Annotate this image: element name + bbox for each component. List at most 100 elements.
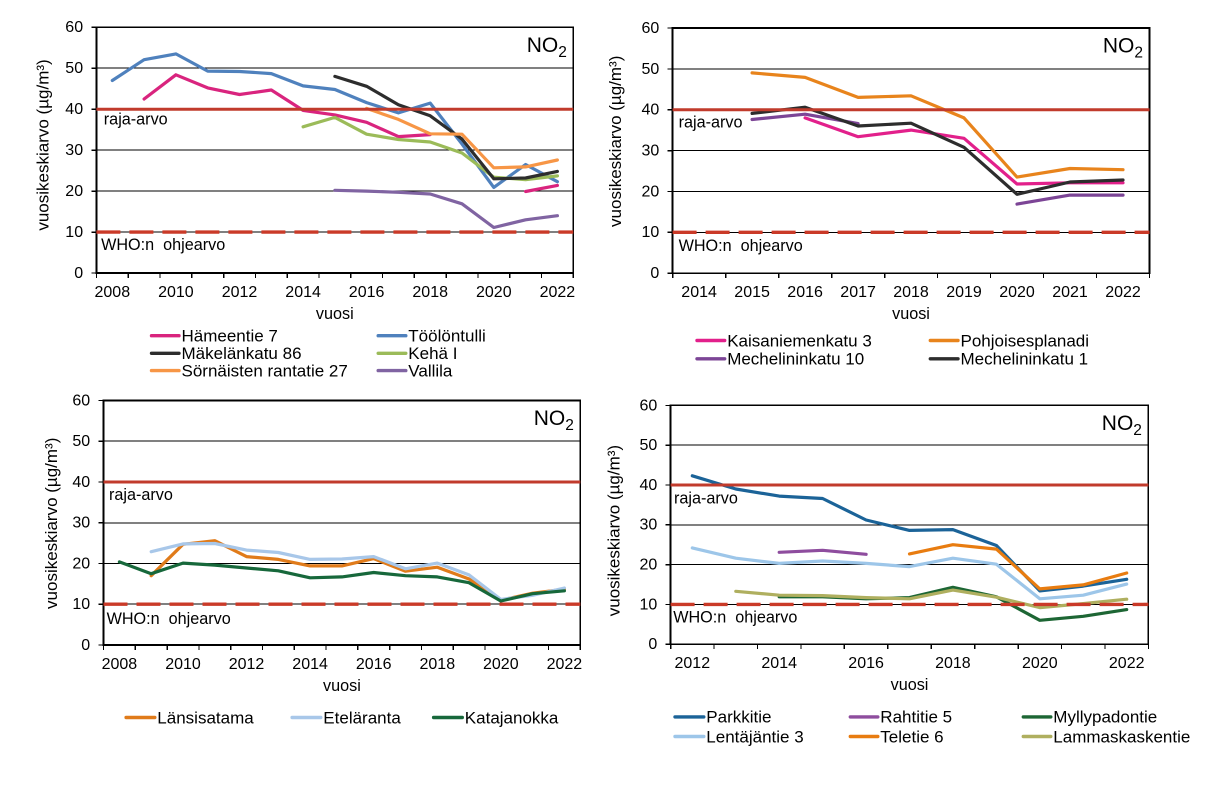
svg-text:2020: 2020 xyxy=(999,284,1035,301)
svg-text:2022: 2022 xyxy=(547,656,583,673)
svg-text:10: 10 xyxy=(642,224,660,241)
svg-text:raja-arvo: raja-arvo xyxy=(104,111,168,129)
svg-text:2017: 2017 xyxy=(840,284,876,301)
svg-text:20: 20 xyxy=(640,557,658,574)
svg-text:vuosikeskiarvo (µg/m³): vuosikeskiarvo (µg/m³) xyxy=(34,59,53,230)
svg-text:2: 2 xyxy=(1133,422,1142,439)
svg-text:vuosi: vuosi xyxy=(316,305,354,323)
svg-text:2016: 2016 xyxy=(349,284,385,301)
svg-text:2014: 2014 xyxy=(761,655,797,672)
svg-text:2018: 2018 xyxy=(935,655,971,672)
svg-text:2008: 2008 xyxy=(95,284,131,301)
svg-text:2: 2 xyxy=(1134,45,1143,62)
svg-text:30: 30 xyxy=(72,515,90,532)
svg-text:2022: 2022 xyxy=(540,284,576,301)
svg-text:Teletie 6: Teletie 6 xyxy=(880,727,943,746)
svg-text:20: 20 xyxy=(642,183,660,200)
svg-text:WHO:n ohjearvo: WHO:n ohjearvo xyxy=(107,610,231,628)
svg-text:2020: 2020 xyxy=(476,284,512,301)
svg-text:Mechelininkatu 1: Mechelininkatu 1 xyxy=(961,350,1089,369)
svg-text:Pohjoisesplanadi: Pohjoisesplanadi xyxy=(961,331,1090,350)
svg-text:2: 2 xyxy=(565,417,574,434)
svg-text:Mechelininkatu 10: Mechelininkatu 10 xyxy=(727,350,864,369)
svg-text:raja-arvo: raja-arvo xyxy=(109,486,173,504)
svg-text:40: 40 xyxy=(65,101,83,118)
svg-text:Kaisaniemenkatu 3: Kaisaniemenkatu 3 xyxy=(727,331,872,350)
svg-text:NO: NO xyxy=(1102,412,1134,435)
svg-text:30: 30 xyxy=(65,142,83,159)
svg-text:0: 0 xyxy=(74,265,83,282)
svg-text:0: 0 xyxy=(650,265,659,282)
svg-text:60: 60 xyxy=(72,392,90,409)
svg-text:2016: 2016 xyxy=(356,656,392,673)
svg-text:2021: 2021 xyxy=(1052,284,1088,301)
svg-text:2012: 2012 xyxy=(675,655,711,672)
svg-text:Eteläranta: Eteläranta xyxy=(323,708,401,727)
svg-text:2012: 2012 xyxy=(229,656,265,673)
svg-text:Länsisatama: Länsisatama xyxy=(157,708,254,727)
svg-text:Rahtitie 5: Rahtitie 5 xyxy=(880,708,952,727)
svg-text:2010: 2010 xyxy=(158,284,194,301)
svg-text:20: 20 xyxy=(72,555,90,572)
svg-text:vuosi: vuosi xyxy=(323,677,361,695)
svg-text:Vallila: Vallila xyxy=(408,361,453,380)
svg-text:2018: 2018 xyxy=(893,284,929,301)
svg-text:vuosi: vuosi xyxy=(891,676,929,694)
svg-text:30: 30 xyxy=(640,517,658,534)
svg-text:2022: 2022 xyxy=(1109,655,1145,672)
svg-text:2014: 2014 xyxy=(285,284,321,301)
svg-text:WHO:n ohjearvo: WHO:n ohjearvo xyxy=(101,236,225,254)
svg-text:vuosikeskiarvo (µg/m³): vuosikeskiarvo (µg/m³) xyxy=(605,445,624,616)
svg-text:60: 60 xyxy=(642,20,660,37)
svg-text:raja-arvo: raja-arvo xyxy=(674,489,738,507)
svg-text:Kehä I: Kehä I xyxy=(408,344,457,363)
svg-text:2018: 2018 xyxy=(420,656,456,673)
svg-text:2008: 2008 xyxy=(102,656,138,673)
svg-text:Lentäjäntie 3: Lentäjäntie 3 xyxy=(706,727,803,746)
svg-text:50: 50 xyxy=(640,437,658,454)
svg-text:2016: 2016 xyxy=(787,284,823,301)
svg-text:Hämeentie 7: Hämeentie 7 xyxy=(182,327,278,346)
svg-text:50: 50 xyxy=(642,61,660,78)
svg-text:2019: 2019 xyxy=(946,284,982,301)
svg-text:WHO:n ohjearvo: WHO:n ohjearvo xyxy=(679,237,803,255)
svg-text:60: 60 xyxy=(65,19,83,36)
svg-text:20: 20 xyxy=(65,183,83,200)
svg-text:2015: 2015 xyxy=(734,284,770,301)
svg-text:Mäkelänkatu 86: Mäkelänkatu 86 xyxy=(182,344,302,363)
svg-text:2014: 2014 xyxy=(292,656,328,673)
svg-text:2020: 2020 xyxy=(483,656,519,673)
svg-text:2014: 2014 xyxy=(681,284,717,301)
svg-text:0: 0 xyxy=(81,637,90,654)
svg-text:10: 10 xyxy=(72,596,90,613)
svg-text:30: 30 xyxy=(642,143,660,160)
svg-text:NO: NO xyxy=(1103,35,1135,58)
svg-text:NO: NO xyxy=(534,407,566,430)
svg-text:WHO:n ohjearvo: WHO:n ohjearvo xyxy=(673,609,797,627)
svg-text:2012: 2012 xyxy=(222,284,258,301)
svg-text:10: 10 xyxy=(640,596,658,613)
svg-text:Sörnäisten rantatie 27: Sörnäisten rantatie 27 xyxy=(182,361,348,380)
svg-text:2020: 2020 xyxy=(1022,655,1058,672)
svg-text:60: 60 xyxy=(640,397,658,414)
svg-text:2: 2 xyxy=(558,44,567,61)
svg-text:Katajanokka: Katajanokka xyxy=(465,708,559,727)
svg-text:10: 10 xyxy=(65,224,83,241)
svg-text:raja-arvo: raja-arvo xyxy=(679,114,743,132)
svg-text:2022: 2022 xyxy=(1105,284,1141,301)
svg-text:50: 50 xyxy=(65,60,83,77)
svg-text:50: 50 xyxy=(72,433,90,450)
svg-text:2018: 2018 xyxy=(412,284,448,301)
svg-text:0: 0 xyxy=(648,636,657,653)
svg-text:Töölöntulli: Töölöntulli xyxy=(408,327,486,346)
svg-text:40: 40 xyxy=(72,474,90,491)
svg-text:Myllypadontie: Myllypadontie xyxy=(1053,708,1157,727)
svg-text:Parkkitie: Parkkitie xyxy=(706,708,771,727)
svg-text:40: 40 xyxy=(642,102,660,119)
svg-text:NO: NO xyxy=(527,34,559,57)
svg-text:2016: 2016 xyxy=(848,655,884,672)
svg-text:40: 40 xyxy=(640,477,658,494)
svg-text:vuosikeskiarvo (µg/m³): vuosikeskiarvo (µg/m³) xyxy=(42,438,61,609)
svg-text:Lammaskaskentie: Lammaskaskentie xyxy=(1053,727,1190,746)
svg-text:vuosi: vuosi xyxy=(892,305,930,323)
